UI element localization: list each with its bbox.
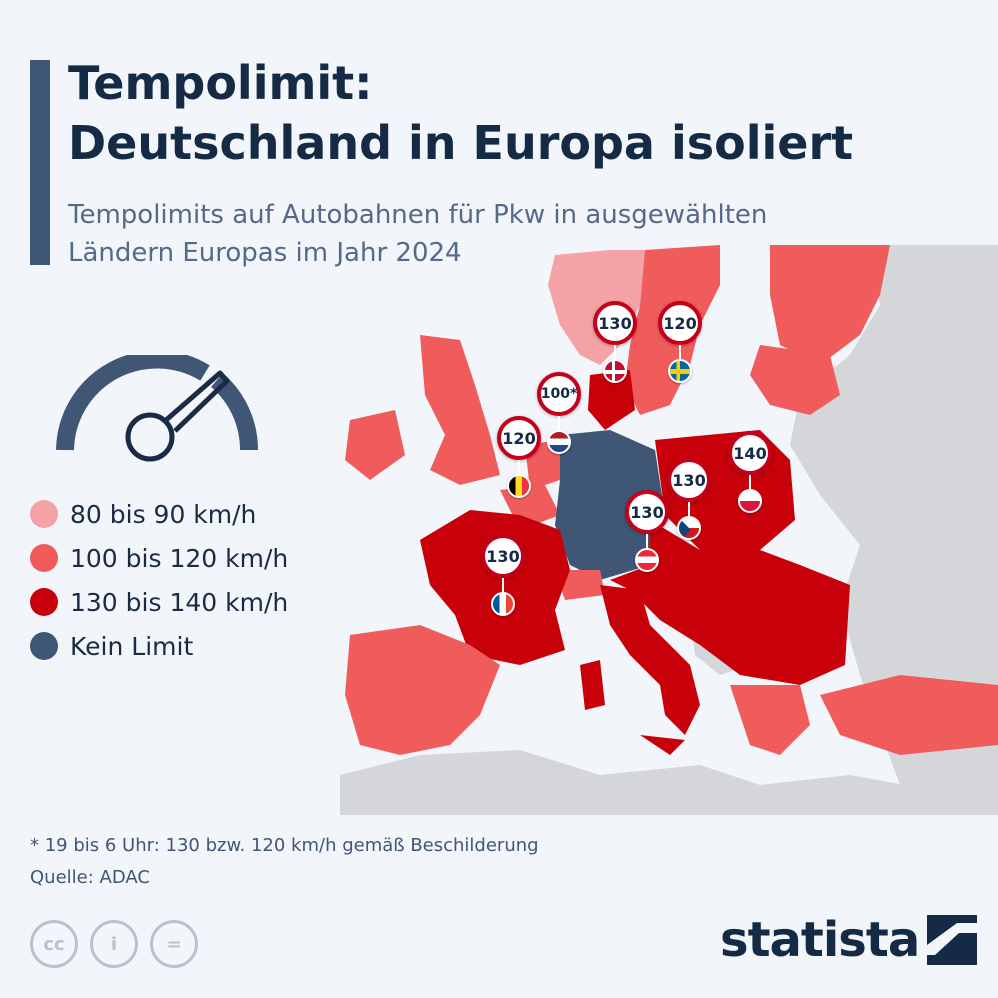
map-region-greece (730, 685, 810, 755)
dk-flag-icon (603, 359, 627, 383)
legend-item-100-120: 100 bis 120 km/h (30, 536, 288, 580)
footnote: * 19 bis 6 Uhr: 130 bzw. 120 km/h gemäß … (30, 835, 539, 856)
legend-label: Kein Limit (70, 631, 194, 661)
cc-icon[interactable]: cc (30, 920, 78, 968)
legend-dot (30, 500, 58, 528)
license-icons: cc i = (30, 920, 198, 968)
title-line-2: Deutschland in Europa isoliert (68, 116, 854, 170)
marker-stem (749, 475, 751, 489)
marker-austria: 130 (625, 490, 669, 572)
statista-mark-icon (927, 915, 978, 965)
subtitle-line-1: Tempolimits auf Autobahnen für Pkw in au… (68, 200, 768, 230)
statista-logo[interactable]: statista (720, 912, 978, 968)
map-region-switzerland (555, 570, 605, 600)
legend-item-80-90: 80 bis 90 km/h (30, 492, 288, 536)
speed-sign: 120 (497, 416, 541, 460)
marker-france: 130 (481, 534, 525, 616)
legend-label: 130 bis 140 km/h (70, 587, 289, 617)
map-region-east (790, 245, 998, 815)
legend-item-kein-limit: Kein Limit (30, 624, 288, 668)
marker-norway: 130 (593, 301, 637, 383)
map-region-sicily (640, 735, 685, 755)
legend-label: 80 bis 90 km/h (70, 499, 257, 529)
title-line-1: Tempolimit: (68, 56, 373, 110)
brand-name: statista (720, 912, 920, 968)
speed-sign: 120 (658, 301, 702, 345)
nl-flag-icon (547, 430, 571, 454)
map-region-turkey (820, 675, 998, 755)
se-flag-icon (668, 359, 692, 383)
legend-dot (30, 544, 58, 572)
marker-stem (688, 502, 690, 516)
speed-sign: 130 (667, 458, 711, 502)
fr-flag-icon (491, 592, 515, 616)
subtitle-line-2: Ländern Europas im Jahr 2024 (68, 238, 462, 268)
marker-stem (646, 534, 648, 548)
marker-poland: 140 (728, 431, 772, 513)
europe-map (340, 245, 998, 815)
nd-icon[interactable]: = (150, 920, 198, 968)
map-region-france (420, 510, 570, 665)
marker-czech: 130 (667, 458, 711, 540)
map-region-germany (555, 430, 665, 580)
map-region-iberia (345, 625, 500, 755)
page-subtitle: Tempolimits auf Autobahnen für Pkw in au… (68, 196, 767, 272)
speed-sign: 130 (481, 534, 525, 578)
source: Quelle: ADAC (30, 867, 150, 888)
marker-stem (518, 460, 520, 474)
marker-stem (679, 345, 681, 359)
map-region-baltics (750, 345, 840, 415)
title-accent-bar (30, 60, 50, 265)
map-region-finland (770, 245, 890, 365)
map-region-uk (420, 335, 500, 485)
speed-sign: 130 (625, 490, 669, 534)
speed-sign: 100* (537, 372, 581, 416)
map-region-italy (600, 585, 700, 735)
marker-stem (614, 345, 616, 359)
legend-item-130-140: 130 bis 140 km/h (30, 580, 288, 624)
map-region-sardinia (580, 660, 605, 710)
marker-stem (558, 416, 560, 430)
map-region-north-africa (340, 750, 998, 815)
legend-dot (30, 632, 58, 660)
speed-sign: 130 (593, 301, 637, 345)
page-title: Tempolimit: Deutschland in Europa isolie… (68, 53, 853, 173)
map-region-denmark (588, 370, 635, 430)
at-flag-icon (635, 548, 659, 572)
be-flag-icon (507, 474, 531, 498)
marker-belgium: 120 (497, 416, 541, 498)
marker-stem (502, 578, 504, 592)
speedometer-icon (56, 355, 259, 462)
marker-sweden: 120 (658, 301, 702, 383)
legend-dot (30, 588, 58, 616)
map-region-central-east (610, 520, 850, 685)
map-region-ireland (345, 410, 405, 480)
pl-flag-icon (738, 489, 762, 513)
legend-label: 100 bis 120 km/h (70, 543, 289, 573)
legend: 80 bis 90 km/h 100 bis 120 km/h 130 bis … (30, 492, 288, 668)
speed-sign: 140 (728, 431, 772, 475)
by-icon[interactable]: i (90, 920, 138, 968)
marker-netherlands: 100* (537, 372, 581, 454)
cz-flag-icon (677, 516, 701, 540)
